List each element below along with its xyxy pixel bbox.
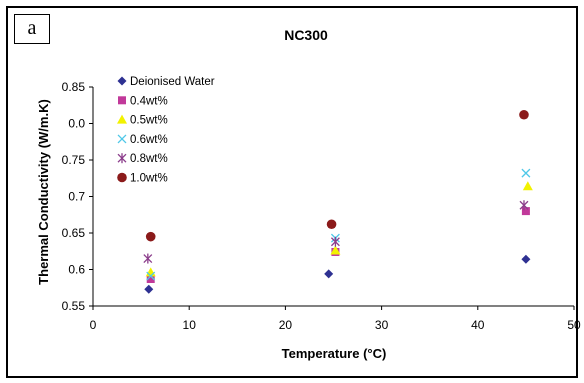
data-point xyxy=(143,253,153,264)
y-tick-label: 0.6 xyxy=(68,263,85,277)
x-tick-label: 50 xyxy=(567,318,581,332)
legend-marker xyxy=(118,96,126,105)
data-point xyxy=(145,231,156,242)
y-tick-label: 0.0 xyxy=(68,117,85,131)
y-tick-label: 0.7 xyxy=(68,190,85,204)
x-tick-label: 40 xyxy=(471,318,485,332)
y-tick-label: 0.85 xyxy=(62,80,86,94)
legend-marker xyxy=(117,172,127,183)
legend-label: 1.0wt% xyxy=(130,173,168,185)
data-point xyxy=(146,271,156,281)
legend-marker xyxy=(117,153,127,164)
chart-title: NC300 xyxy=(284,27,328,43)
y-axis-label: Thermal Conductivity (W/m.K) xyxy=(36,99,51,285)
x-axis-label: Temperature (°C) xyxy=(282,346,387,361)
data-point xyxy=(519,109,529,120)
data-point xyxy=(519,200,529,211)
x-tick-label: 20 xyxy=(279,318,293,332)
legend-label: 0.6wt% xyxy=(130,134,168,146)
y-tick-label: 0.55 xyxy=(62,299,86,313)
legend-marker xyxy=(117,114,127,124)
legend-label: 0.4wt% xyxy=(130,95,168,107)
legend-marker xyxy=(117,134,127,144)
legend-label: 0.8wt% xyxy=(130,153,168,165)
data-point xyxy=(324,269,334,279)
panel-label: a xyxy=(14,14,50,44)
x-tick-label: 0 xyxy=(90,318,97,332)
data-point xyxy=(521,207,530,216)
y-tick-label: 0.65 xyxy=(62,226,86,240)
x-tick-label: 10 xyxy=(183,318,197,332)
data-point xyxy=(521,168,531,178)
data-point xyxy=(521,254,531,264)
data-point xyxy=(330,245,341,255)
legend-marker xyxy=(117,76,127,86)
data-point xyxy=(330,236,340,247)
figure-frame xyxy=(6,6,578,378)
data-point xyxy=(144,284,154,294)
legend-label: Deionised Water xyxy=(130,76,215,88)
legend-label: 0.5wt% xyxy=(130,115,168,127)
x-tick-label: 30 xyxy=(375,318,389,332)
data-point xyxy=(522,181,533,191)
data-point xyxy=(146,274,155,283)
y-tick-label: 0.75 xyxy=(62,153,86,167)
data-point xyxy=(326,219,337,230)
